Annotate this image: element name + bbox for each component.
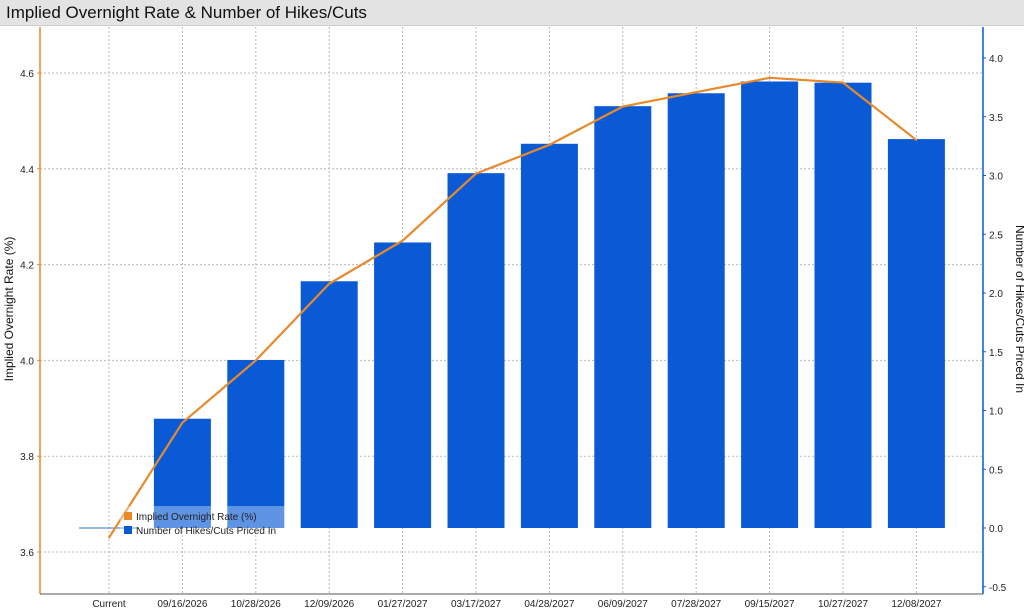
chart-title: Implied Overnight Rate & Number of Hikes… xyxy=(6,3,367,22)
y-tick-label: 4.4 xyxy=(20,165,34,176)
rate-line-point xyxy=(328,282,331,285)
y2-tick-label: 2.5 xyxy=(989,230,1003,241)
rate-line-point xyxy=(622,105,624,108)
rate-line-point xyxy=(255,359,257,362)
y2-tick-label: 0.5 xyxy=(989,465,1003,476)
bar xyxy=(667,93,725,528)
x-tick-label: Current xyxy=(92,599,126,609)
x-tick-label: 10/28/2026 xyxy=(231,599,281,609)
legend-label-hikes: Number of Hikes/Cuts Priced In xyxy=(136,526,276,537)
axes xyxy=(37,27,986,595)
x-tick-label: 03/17/2027 xyxy=(451,599,501,609)
y2-tick-label: 3.0 xyxy=(989,172,1003,183)
x-tick-label: 07/28/2027 xyxy=(671,599,721,609)
x-tick-label: 01/27/2027 xyxy=(378,599,428,609)
bar xyxy=(520,143,578,528)
y-tick-label: 4.6 xyxy=(20,69,34,80)
bar xyxy=(741,81,799,528)
y2-tick-label: 2.0 xyxy=(989,289,1003,300)
tick-labels: 3.6 3.8 4.0 4.2 4.4 4.6 -0.5 0.0 0.5 1.0 1.5 2.0 2.5… xyxy=(20,54,1007,609)
legend-swatch-hikes xyxy=(124,526,132,534)
rate-line-point xyxy=(695,91,697,93)
y2-tick-label: -0.5 xyxy=(989,583,1007,594)
bar xyxy=(374,242,432,528)
rate-line-point xyxy=(915,139,918,141)
y-tick-label: 4.2 xyxy=(20,261,34,272)
rate-line-point xyxy=(108,536,110,539)
rate-line-point xyxy=(181,421,184,424)
bars xyxy=(79,81,945,529)
bar xyxy=(887,139,945,528)
legend-swatch-rate xyxy=(124,512,132,520)
y-axis-title: Implied Overnight Rate (%) xyxy=(2,237,16,382)
bar xyxy=(300,281,358,528)
x-tick-label: 06/09/2027 xyxy=(598,599,648,609)
rate-line-path xyxy=(108,76,918,539)
x-tick-label: 09/15/2027 xyxy=(745,599,795,609)
rate-line-point xyxy=(768,76,771,79)
y-tick-label: 3.6 xyxy=(20,548,34,559)
legend-label-rate: Implied Overnight Rate (%) xyxy=(136,512,257,523)
x-tick-label: 12/09/2026 xyxy=(304,599,354,609)
x-tick-label: 12/08/2027 xyxy=(891,599,941,609)
bar xyxy=(153,418,211,528)
y2-tick-label: 4.0 xyxy=(989,54,1003,65)
bar xyxy=(594,106,652,529)
x-tick-label: 10/27/2027 xyxy=(818,599,868,609)
x-tick-label: 09/16/2026 xyxy=(157,599,207,609)
x-tick-label: 04/28/2027 xyxy=(524,599,574,609)
rate-line xyxy=(108,76,918,539)
y2-tick-label: 1.0 xyxy=(989,407,1003,418)
rate-line-point xyxy=(842,81,844,84)
bar xyxy=(447,173,505,528)
y2-tick-label: 0.0 xyxy=(989,524,1003,535)
rate-line-point xyxy=(548,144,551,146)
y2-tick-label: 1.5 xyxy=(989,348,1003,359)
title-bar: Implied Overnight Rate & Number of Hikes… xyxy=(0,0,1024,26)
bar xyxy=(814,82,872,529)
y2-axis-title: Number of Hikes/Cuts Priced In xyxy=(1013,225,1024,393)
bar xyxy=(227,359,285,528)
rate-line-point xyxy=(475,172,477,175)
y2-tick-label: 3.5 xyxy=(989,113,1003,124)
y-tick-label: 3.8 xyxy=(20,452,34,463)
legend-box xyxy=(120,506,285,538)
y-tick-label: 4.0 xyxy=(20,356,34,367)
rate-line-point xyxy=(401,239,404,242)
legend: Implied Overnight Rate (%) Number of Hike… xyxy=(120,506,285,538)
